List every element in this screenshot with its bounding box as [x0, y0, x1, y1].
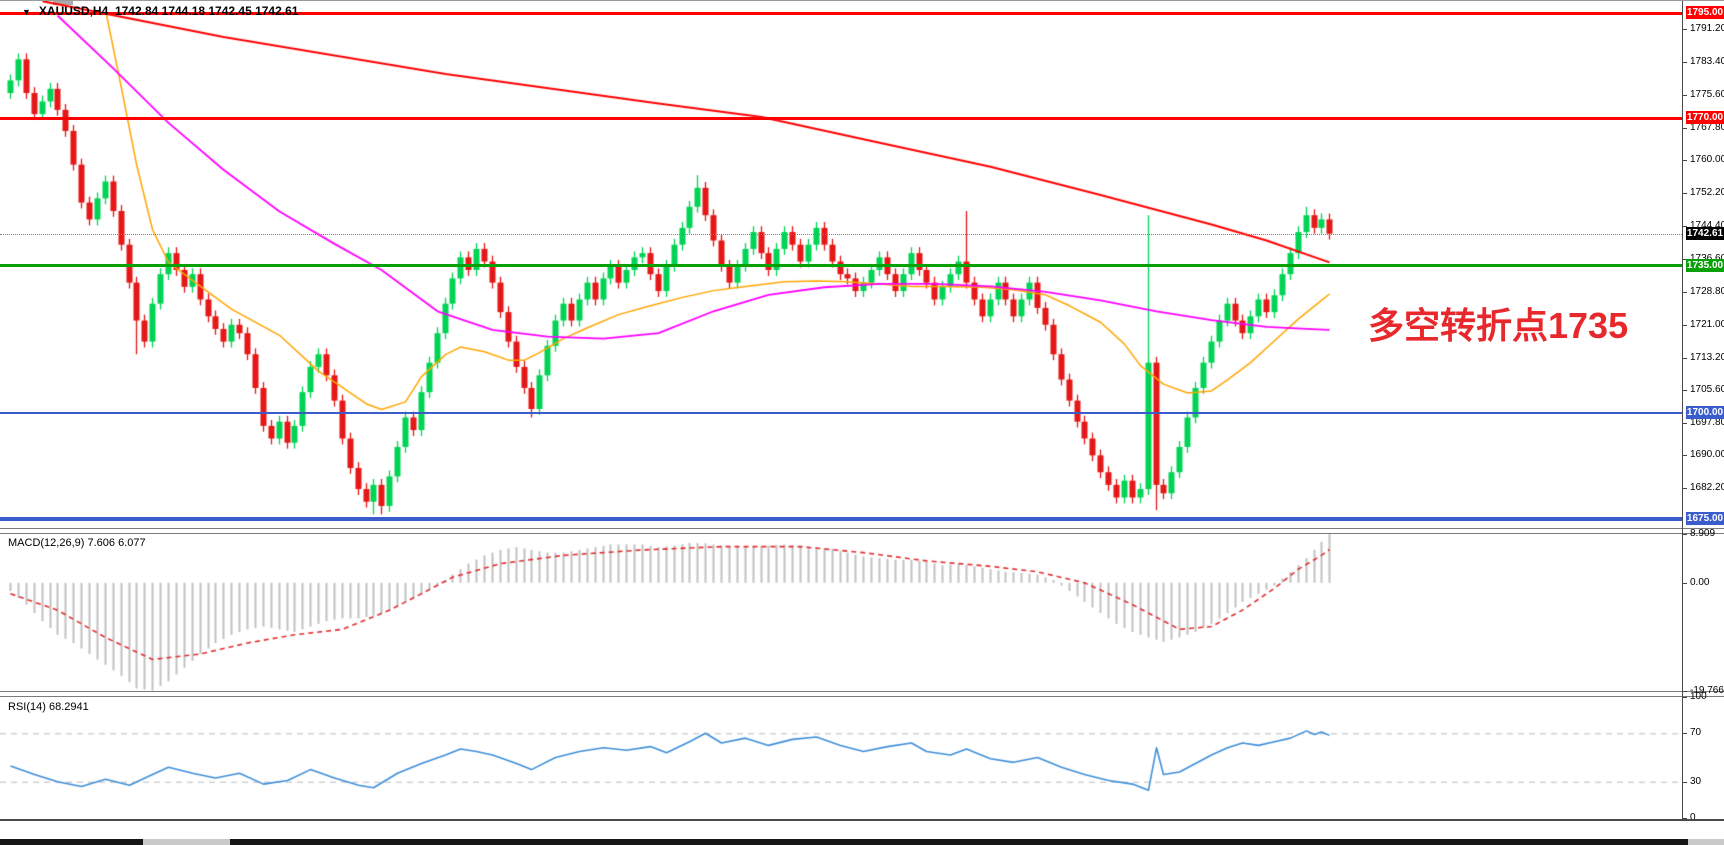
- macd-label: MACD(12,26,9) 7.606 6.077: [8, 537, 146, 549]
- bottom-bar-segment: [230, 839, 1688, 845]
- price-tick-1713.20-tick: [1682, 357, 1687, 359]
- price-tick-1705.60: 1705.60: [1690, 383, 1724, 395]
- price-tick-1721.00: 1721.00: [1690, 318, 1724, 330]
- price-tick-1775.60-tick: [1682, 94, 1687, 96]
- price-tick-1760.00-tick: [1682, 160, 1687, 162]
- rsi-tick-30: 30: [1690, 775, 1702, 787]
- rsi-tick-70: 70: [1690, 727, 1702, 739]
- macd-values: 7.606 6.077: [87, 537, 146, 549]
- macd-name: MACD(12,26,9): [8, 537, 85, 549]
- price-tick-1713.20: 1713.20: [1690, 351, 1724, 363]
- price-tick-1705.60-tick: [1682, 389, 1687, 391]
- title-ohlc: 1742.84 1744.18 1742.45 1742.61: [114, 4, 299, 18]
- price-tick-1775.60: 1775.60: [1690, 88, 1724, 100]
- price-tick-1767.80-tick: [1682, 127, 1687, 129]
- hline-1735.00[interactable]: [0, 264, 1682, 268]
- collapse-arrow-icon[interactable]: ▼: [22, 7, 31, 17]
- rsi-tick-30-tick: [1682, 781, 1687, 783]
- hline-1700.00[interactable]: [0, 412, 1682, 415]
- price-tick-1767.80: 1767.80: [1690, 121, 1724, 133]
- bottom-bar-segment: [0, 839, 143, 845]
- price-badge-1770.00: 1770.00: [1686, 111, 1724, 125]
- time-axis[interactable]: 25 Feb 202128 Feb 23:002 Mar 04:003 Mar …: [0, 819, 1724, 839]
- price-tick-1682.20-tick: [1682, 488, 1687, 490]
- title-symbol: XAUUSD,H4: [38, 4, 109, 18]
- price-tick-1721.00-tick: [1682, 324, 1687, 326]
- price-tick-1752.20: 1752.20: [1690, 187, 1724, 199]
- rsi-value: 68.2941: [48, 701, 89, 713]
- price-badge-1675.00: 1675.00: [1686, 511, 1724, 525]
- price-tick-1791.20: 1791.20: [1690, 23, 1724, 34]
- price-badge-1700.00: 1700.00: [1686, 406, 1724, 420]
- macd-tick--19.766-tick: [1682, 691, 1687, 692]
- macd-tick-0.00: 0.00: [1690, 576, 1710, 588]
- price-tick-1791.20-tick: [1682, 29, 1687, 30]
- rsi-name: RSI(14): [8, 701, 46, 713]
- panel-separator[interactable]: [0, 691, 1724, 697]
- price-tick-1697.80: 1697.80: [1690, 416, 1724, 428]
- annotation-text[interactable]: 多空转折点1735: [1368, 305, 1629, 346]
- hline-1675.00[interactable]: [0, 516, 1682, 521]
- rsi-label: RSI(14) 68.2941: [8, 701, 89, 713]
- price-badge-1735.00: 1735.00: [1686, 258, 1724, 272]
- price-tick-1783.40-tick: [1682, 61, 1687, 63]
- price-tick-1728.80-tick: [1682, 291, 1687, 293]
- price-tick-1744.40-tick: [1682, 226, 1687, 228]
- current-price-badge: 1742.61: [1686, 226, 1724, 240]
- panel-separator[interactable]: [0, 528, 1724, 534]
- bottom-bar: [0, 839, 1724, 845]
- rsi-tick-100: 100: [1690, 691, 1707, 702]
- macd-tick--19.766: -19.766: [1690, 685, 1724, 696]
- price-tick-1690.00: 1690.00: [1690, 449, 1724, 461]
- price-tick-1783.40: 1783.40: [1690, 55, 1724, 67]
- rsi-tick-0-tick: [1682, 818, 1687, 819]
- price-tick-1697.80-tick: [1682, 422, 1687, 424]
- macd-layer: [0, 534, 1682, 691]
- rsi-layer: [0, 697, 1682, 818]
- price-tick-1736.60: 1736.60: [1690, 253, 1724, 265]
- chart-title: ▼ XAUUSD,H4 1742.84 1744.18 1742.45 1742.…: [22, 4, 298, 18]
- price-badge-1795.00: 1795.00: [1686, 6, 1724, 19]
- current-price-line: [0, 233, 1682, 235]
- macd-tick-8.909-tick: [1682, 534, 1687, 535]
- macd-tick-0.00-tick: [1682, 582, 1687, 584]
- price-tick-1752.20-tick: [1682, 193, 1687, 195]
- price-tick-1728.80: 1728.80: [1690, 285, 1724, 297]
- price-tick-1682.20: 1682.20: [1690, 482, 1724, 494]
- price-tick-1760.00: 1760.00: [1690, 154, 1724, 166]
- price-tick-1736.60-tick: [1682, 259, 1687, 260]
- hline-1795.00[interactable]: [0, 11, 1682, 15]
- rsi-tick-70-tick: [1682, 733, 1687, 735]
- hline-1770.00[interactable]: [0, 116, 1682, 120]
- price-tick-1690.00-tick: [1682, 455, 1687, 457]
- price-tick-1744.40: 1744.40: [1690, 220, 1724, 232]
- rsi-tick-100-tick: [1682, 697, 1687, 698]
- rsi-tick-0: 0: [1690, 812, 1696, 823]
- macd-tick-8.909: 8.909: [1690, 528, 1716, 539]
- axis-border: [1682, 1, 1683, 819]
